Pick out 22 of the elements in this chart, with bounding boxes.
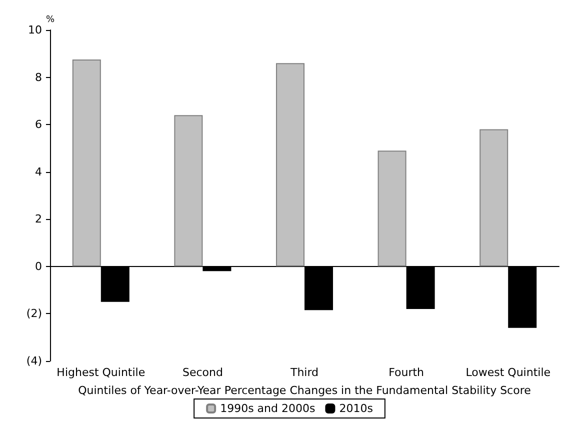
y-tick-label: 6 <box>35 118 42 132</box>
bar <box>276 63 304 266</box>
x-tick-label: Lowest Quintile <box>466 366 551 379</box>
legend-label: 2010s <box>339 402 374 415</box>
x-tick-label: Highest Quintile <box>56 366 146 379</box>
x-tick-label: Fourth <box>388 366 424 379</box>
bar <box>72 60 101 266</box>
x-tick-label: Third <box>289 366 319 379</box>
y-tick-label: 2 <box>35 212 42 226</box>
y-axis-title: % <box>46 15 55 26</box>
bar <box>480 129 508 266</box>
x-axis-title: Quintiles of Year-over-Year Percentage Changes in the Fundamental Stability Score <box>78 384 532 397</box>
y-tick-label: (4) <box>26 354 42 368</box>
y-tick-label: 0 <box>35 260 42 273</box>
bar <box>378 150 406 266</box>
legend-label: 1990s and 2000s <box>220 402 316 415</box>
y-tick-label: 10 <box>28 24 42 36</box>
bar <box>174 115 203 266</box>
y-tick-label: 8 <box>35 70 42 84</box>
x-tick-label: Second <box>182 366 223 379</box>
y-tick-label: 4 <box>35 165 42 178</box>
y-tick-label: (2) <box>26 307 42 320</box>
